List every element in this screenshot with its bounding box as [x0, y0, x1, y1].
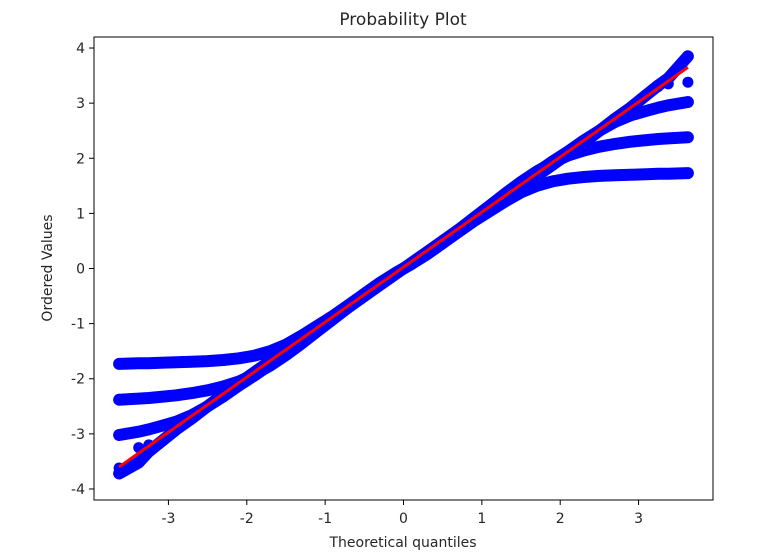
data-point — [682, 167, 694, 179]
x-tick-label: 1 — [477, 511, 486, 527]
y-tick-label: 0 — [76, 262, 85, 278]
data-point — [143, 423, 155, 435]
fit-line-layer — [118, 66, 689, 469]
data-point — [202, 384, 214, 396]
y-axis-label: Ordered Values — [40, 214, 56, 321]
data-point — [143, 357, 155, 369]
y-tick-label: 3 — [76, 96, 85, 112]
data-point — [143, 392, 155, 404]
data-point — [133, 457, 145, 468]
data-point — [609, 138, 621, 150]
data-point — [652, 168, 664, 180]
data-point — [662, 99, 674, 111]
data-point — [682, 50, 694, 62]
y-tick-label: -4 — [71, 482, 85, 498]
chart-title: Probability Plot — [339, 10, 467, 30]
data-point — [546, 175, 558, 187]
y-tick-label: -3 — [71, 427, 85, 443]
plot-area — [93, 36, 714, 501]
x-tick-label: 0 — [399, 511, 408, 527]
data-point — [640, 168, 652, 180]
data-point — [609, 169, 621, 181]
data-point — [593, 141, 605, 153]
x-tick-label: 3 — [634, 511, 643, 527]
data-point — [217, 354, 229, 366]
data-point — [170, 356, 182, 368]
data-point — [202, 355, 214, 367]
data-point — [113, 358, 125, 370]
x-tick-label: -3 — [161, 511, 175, 527]
data-point — [133, 393, 145, 405]
y-tick-label: 2 — [76, 151, 85, 167]
data-point — [662, 168, 674, 180]
y-axis: 4 3 2 1 0 -1 -2 -3 -4 — [71, 41, 94, 498]
data-point — [682, 76, 694, 88]
data-point — [186, 356, 198, 368]
data-point — [133, 357, 145, 369]
data-point — [578, 171, 590, 183]
data-point — [682, 96, 694, 108]
data-point — [625, 136, 637, 148]
data-point — [186, 387, 198, 399]
data-point — [682, 131, 694, 143]
fit-line — [118, 66, 689, 469]
data-point — [662, 78, 674, 90]
data-point — [113, 429, 125, 441]
x-tick-label: -1 — [318, 511, 332, 527]
data-point — [155, 357, 167, 369]
x-axis: -3 -2 -1 0 1 2 3 — [161, 500, 643, 527]
data-point — [652, 102, 664, 114]
data-point — [652, 133, 664, 145]
y-tick-label: -2 — [71, 372, 85, 388]
data-point — [593, 170, 605, 182]
data-point — [249, 350, 261, 362]
data-point — [233, 352, 245, 364]
data-point — [133, 426, 145, 438]
data-point — [640, 105, 652, 117]
y-tick-label: 1 — [76, 206, 85, 222]
data-point — [662, 132, 674, 144]
data-point — [562, 173, 574, 185]
data-point — [155, 391, 167, 403]
data-point — [155, 420, 167, 432]
data-point — [170, 423, 182, 435]
y-tick-label: 4 — [76, 41, 85, 57]
x-axis-label: Theoretical quantiles — [328, 535, 476, 551]
x-tick-label: -2 — [240, 511, 254, 527]
x-tick-label: 2 — [556, 511, 565, 527]
data-point — [625, 169, 637, 181]
data-point — [113, 394, 125, 406]
y-tick-label: -1 — [71, 317, 85, 333]
data-point — [640, 134, 652, 146]
data-point — [170, 389, 182, 401]
